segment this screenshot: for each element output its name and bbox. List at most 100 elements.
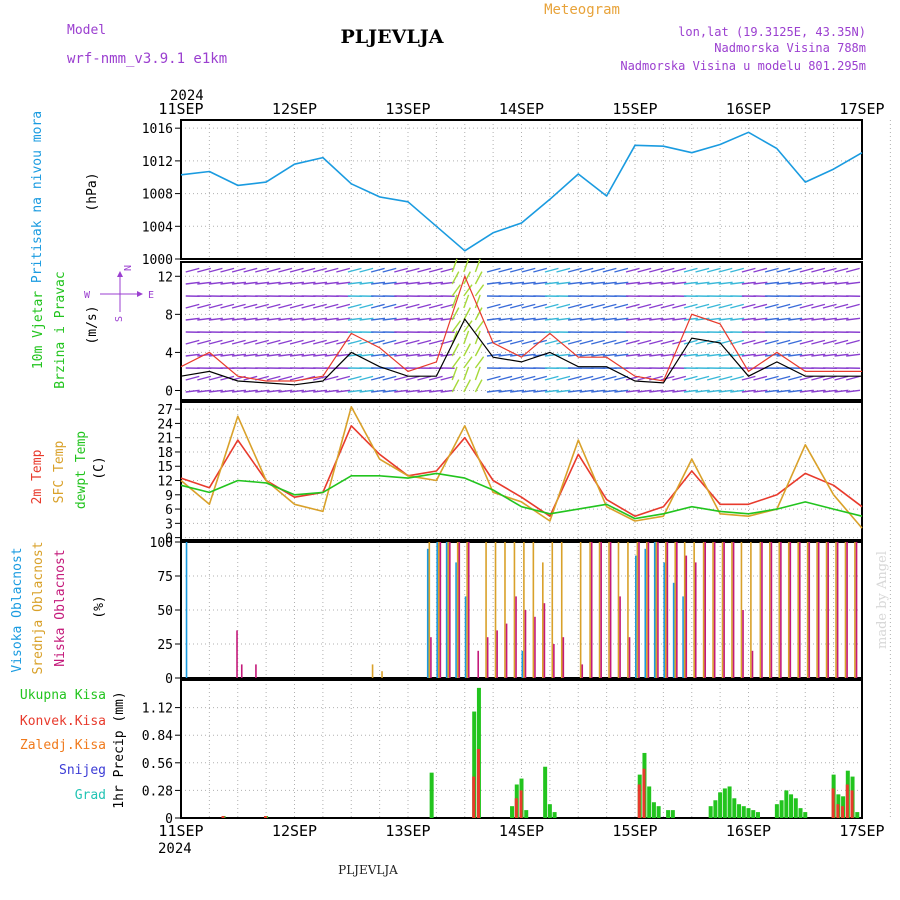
precip-bar [803, 812, 808, 818]
compass-w: W [84, 290, 91, 301]
wind-barb [741, 317, 756, 321]
wind-barb [197, 339, 212, 345]
wind-barb [579, 281, 594, 285]
cloud-y-tick-label: 75 [157, 570, 173, 585]
wind-barb [591, 339, 605, 345]
wind-barb [347, 267, 362, 273]
wind-barb [266, 317, 281, 321]
wind-barb [289, 281, 304, 285]
wind-barb [533, 317, 548, 321]
wind-barb [591, 375, 605, 381]
wind-barb [637, 339, 652, 345]
wind-barb [602, 353, 617, 357]
cloud-bar [682, 596, 684, 678]
wind-barb [741, 353, 756, 357]
wind-barb [753, 281, 768, 285]
wind-barb [660, 339, 675, 345]
wind-barb [753, 317, 768, 321]
wind-barb [451, 307, 460, 321]
wind-barb [822, 303, 837, 309]
top-time-label: 17SEP [839, 100, 884, 118]
precip-bar [850, 790, 854, 818]
wind-barb [394, 281, 409, 285]
wind-barb [474, 307, 483, 321]
wind-barb [695, 389, 710, 393]
wind-barb [695, 375, 710, 381]
credit-text: made by Angel [875, 551, 890, 649]
wind-barb [660, 267, 675, 273]
wind-barb [394, 389, 409, 393]
wind-barb [544, 339, 559, 345]
wind-barb [637, 317, 652, 321]
wind-barb [799, 317, 814, 321]
wind-barb [301, 339, 316, 345]
altitude-text: Nadmorska Visina 788m [714, 41, 866, 55]
wind-barb [278, 339, 293, 345]
cloud-bar [644, 548, 647, 678]
wind-barb [614, 281, 629, 285]
cloud-bar [628, 637, 631, 678]
wind-barb [834, 339, 849, 345]
precip-bar [642, 768, 646, 818]
wind-barb [718, 303, 733, 309]
precip-bar [779, 800, 784, 818]
cloud-bar [836, 542, 839, 678]
wind-barb [451, 284, 462, 297]
wind-barb [533, 281, 548, 285]
wind-barb [278, 267, 293, 273]
temp-unit: (C) [92, 456, 107, 479]
wind-barb [255, 303, 269, 309]
cloud-bar [562, 637, 565, 678]
precip-y-tick-label: 0.84 [142, 729, 173, 744]
wind-barb [730, 339, 744, 345]
wind-barb [776, 303, 791, 309]
cloud-ylabels: Visoka Oblacnost Srednja Oblacnost Niska… [10, 541, 107, 674]
precip-bar [264, 816, 268, 818]
precip-bar [651, 802, 656, 818]
wind-barb [440, 267, 455, 273]
wind-barb [811, 389, 826, 393]
wind-barb [822, 389, 837, 393]
wind-barb [347, 353, 362, 357]
wind-barb [474, 366, 481, 381]
cloud-bar [685, 555, 688, 678]
wind-barb [463, 294, 470, 309]
wind-barb [185, 375, 200, 381]
wind-barb [811, 353, 826, 357]
cloud-bar [759, 542, 762, 678]
pressure-frame [180, 119, 863, 260]
wind-barb [753, 303, 768, 309]
wind-ylabels: 10m Vjetar Brzina i Pravac (m/s) W E N S [31, 265, 154, 389]
precip-bar [637, 784, 641, 818]
product-title: Meteogram [544, 2, 620, 18]
cloud-bar [381, 671, 383, 678]
wind-barb [614, 339, 629, 345]
wind-barb [266, 339, 281, 345]
cloud-bar [551, 542, 554, 678]
wind-barb [382, 375, 397, 381]
wind-barb [208, 303, 223, 309]
wind-barb [405, 303, 420, 309]
model-label: Model [67, 23, 106, 38]
wind-barb [706, 303, 721, 309]
wind-barb [185, 303, 200, 309]
wind-barb [683, 389, 698, 393]
wind-barb [544, 303, 559, 309]
legend-graupel: Grad [75, 788, 106, 803]
cloud-bar [589, 542, 591, 678]
wind-barb [440, 375, 455, 381]
wind-barb [289, 389, 304, 393]
wind-barb [428, 375, 443, 381]
wind-barb [498, 267, 513, 273]
wind-barb [556, 267, 571, 273]
wind-series-line-0 [180, 317, 862, 386]
wind-ylabel-1: 10m Vjetar [31, 291, 46, 369]
lonlat-text: lon,lat (19.3125E, 43.35N) [678, 25, 866, 39]
wind-barb [382, 303, 397, 309]
wind-barb [683, 375, 698, 381]
wind-barb [579, 389, 594, 393]
wind-barb [845, 339, 860, 345]
model-name: wrf-nmm_v3.9.1 e1km [67, 51, 227, 67]
wind-barb [741, 281, 756, 285]
wind-barb [845, 375, 860, 381]
